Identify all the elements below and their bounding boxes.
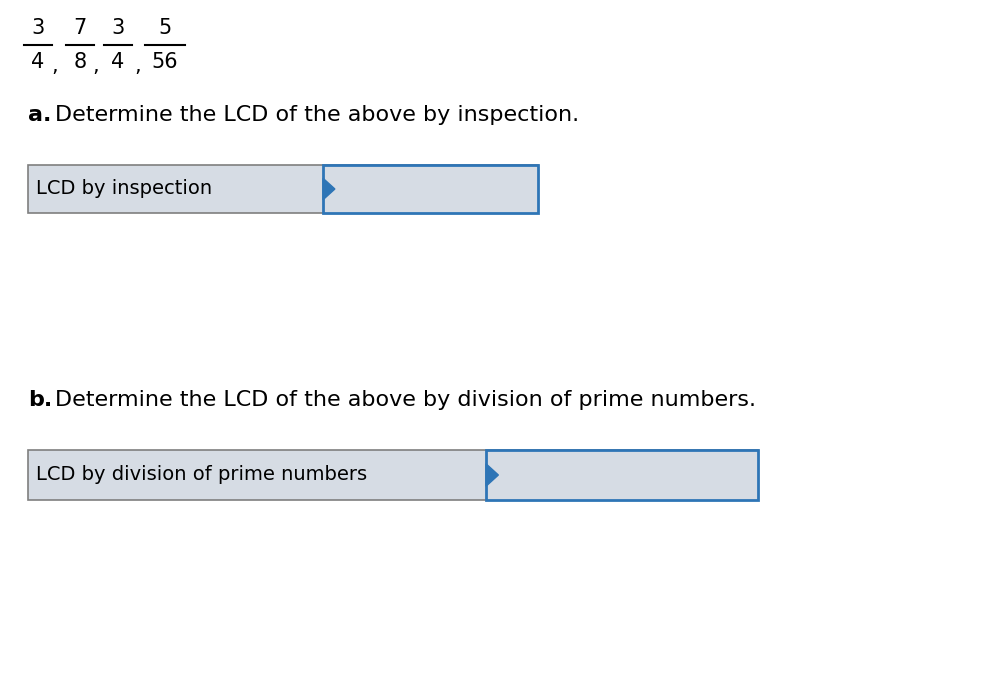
Text: b.: b. (28, 390, 52, 410)
Text: LCD by division of prime numbers: LCD by division of prime numbers (36, 466, 367, 484)
Polygon shape (486, 463, 498, 487)
Text: 4: 4 (111, 52, 124, 72)
Text: 3: 3 (111, 18, 124, 38)
Text: 8: 8 (73, 52, 87, 72)
Text: Determine the LCD of the above by division of prime numbers.: Determine the LCD of the above by divisi… (55, 390, 756, 410)
Bar (486, 450, 758, 500)
Bar (28, 450, 758, 500)
Text: LCD by inspection: LCD by inspection (36, 179, 212, 198)
Text: ,: , (135, 56, 141, 76)
Text: ,: , (93, 56, 100, 76)
Text: 7: 7 (73, 18, 87, 38)
Bar (323, 165, 538, 213)
Text: 56: 56 (152, 52, 178, 72)
Polygon shape (323, 178, 335, 200)
Text: ,: , (51, 56, 58, 76)
Bar (28, 165, 538, 213)
Text: Determine the LCD of the above by inspection.: Determine the LCD of the above by inspec… (55, 105, 579, 125)
Text: a.: a. (28, 105, 51, 125)
Text: 3: 3 (32, 18, 44, 38)
Text: 4: 4 (32, 52, 44, 72)
Text: 5: 5 (159, 18, 172, 38)
